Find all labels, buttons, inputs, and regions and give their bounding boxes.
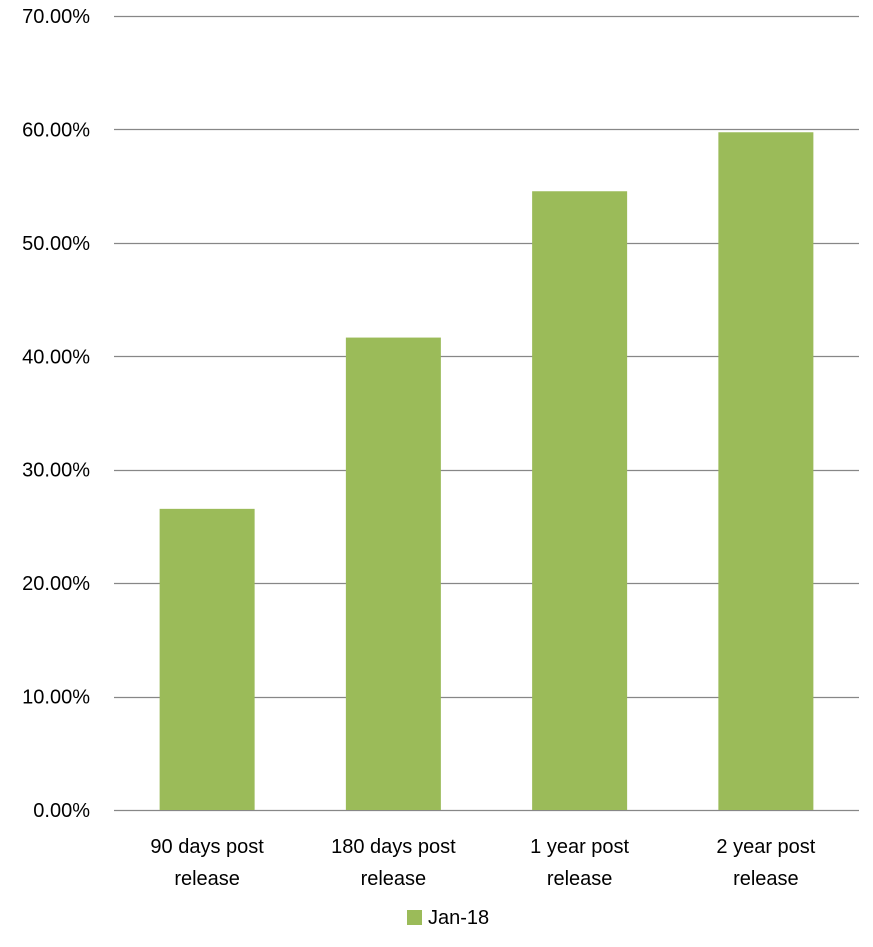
- y-tick-label: 70.00%: [22, 6, 90, 28]
- y-tick-label: 20.00%: [22, 573, 90, 595]
- legend: Jan-18: [407, 907, 489, 929]
- bar: [718, 132, 814, 810]
- x-tick-label: 180 days post: [331, 836, 456, 858]
- x-tick-label: 1 year post: [530, 836, 629, 858]
- x-axis-tick-labels: 90 days post release 180 days post release 1…: [150, 836, 815, 890]
- y-tick-label: 40.00%: [22, 346, 90, 368]
- y-tick-label: 0.00%: [33, 800, 90, 822]
- y-axis-tick-labels: 0.00% 10.00% 20.00% 30.00% 40.00% 50.00% 60.00…: [22, 6, 90, 822]
- legend-swatch: [407, 910, 422, 925]
- x-tick-label: release: [547, 868, 613, 890]
- x-tick-label: 2 year post: [716, 836, 815, 858]
- x-tick-label: release: [174, 868, 240, 890]
- y-tick-label: 50.00%: [22, 233, 90, 255]
- y-tick-label: 60.00%: [22, 119, 90, 141]
- x-tick-label: 90 days post: [150, 836, 264, 858]
- legend-label: Jan-18: [428, 907, 489, 929]
- bar: [159, 508, 255, 810]
- y-tick-label: 10.00%: [22, 687, 90, 709]
- bar: [532, 191, 628, 811]
- y-tick-label: 30.00%: [22, 460, 90, 482]
- x-tick-label: release: [733, 868, 799, 890]
- bars: [159, 132, 814, 811]
- x-tick-label: release: [361, 868, 427, 890]
- bar: [345, 337, 441, 810]
